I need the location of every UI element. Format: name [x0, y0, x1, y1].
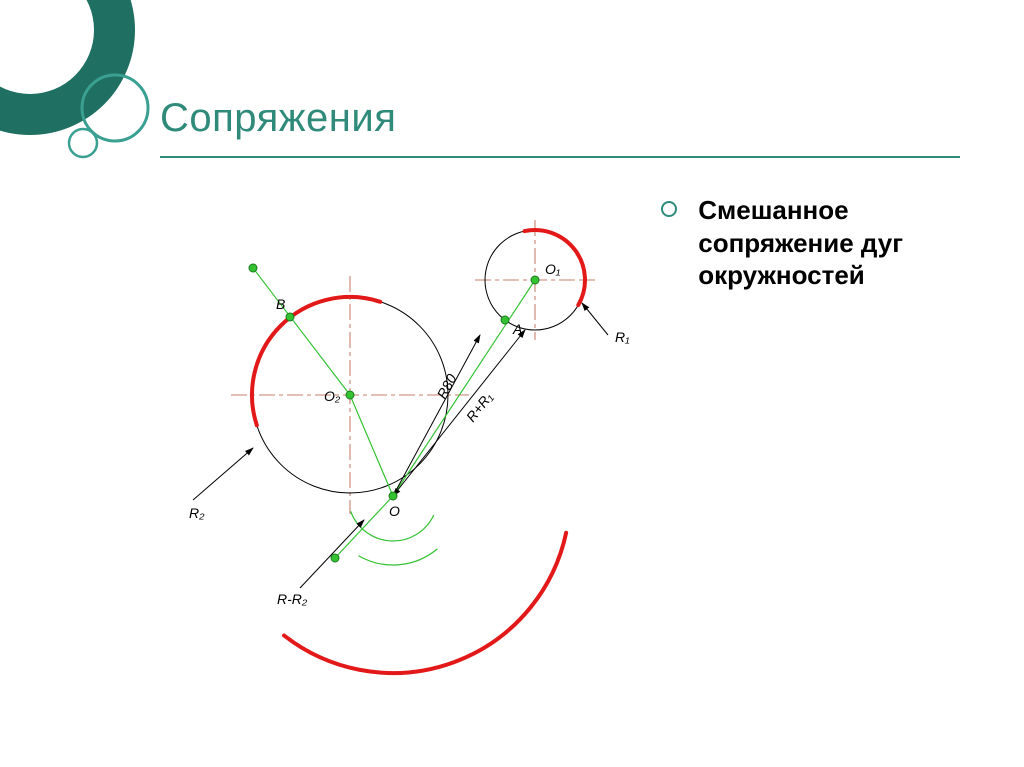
page-title: Сопряжения — [160, 96, 396, 141]
corner-decoration — [0, 0, 180, 180]
dimension-label: R+R₁ — [463, 389, 496, 425]
result-arc — [284, 533, 566, 673]
bullet-marker-icon — [661, 201, 677, 217]
bullet-text: Смешанное сопряжение дуг окружностей — [698, 194, 968, 292]
dimension-label: R80 — [434, 371, 460, 401]
point-O — [389, 492, 397, 500]
dimension-label: R-R₂ — [277, 591, 308, 607]
slide: Сопряжения Смешанное сопряжение дуг окру… — [0, 0, 1024, 767]
point-O1 — [531, 276, 539, 284]
construction-line — [253, 268, 350, 395]
leader-line — [193, 448, 253, 500]
dimension-label: R₂ — [189, 505, 205, 521]
leader-line — [582, 303, 608, 335]
leader-line — [300, 520, 364, 588]
leader-line — [393, 330, 525, 496]
point-label: A — [512, 321, 522, 337]
title-underline — [160, 156, 960, 158]
point-B_ext — [249, 264, 257, 272]
point-label: O₂ — [324, 388, 341, 404]
point-O2 — [346, 391, 354, 399]
construction-line — [335, 496, 393, 558]
point-bottom_left — [331, 554, 339, 562]
point-B — [286, 313, 294, 321]
construction-arc — [359, 549, 438, 565]
point-label: O₁ — [545, 261, 561, 277]
dimension-label: R₁ — [615, 329, 630, 345]
diagram: R80R+R₁ R₂ R₁ R-R₂ O O₁ O₂ A B — [135, 200, 645, 610]
diagram-svg: R80R+R₁ R₂ R₁ R-R₂ O O₁ O₂ A B — [135, 200, 645, 610]
point-label: B — [276, 296, 285, 312]
bullet-item: Смешанное сопряжение дуг окружностей — [661, 194, 981, 292]
construction-line — [350, 395, 393, 496]
result-arc — [252, 297, 380, 425]
construction-line — [393, 280, 535, 496]
point-label: O — [389, 503, 400, 519]
point-A — [501, 316, 509, 324]
